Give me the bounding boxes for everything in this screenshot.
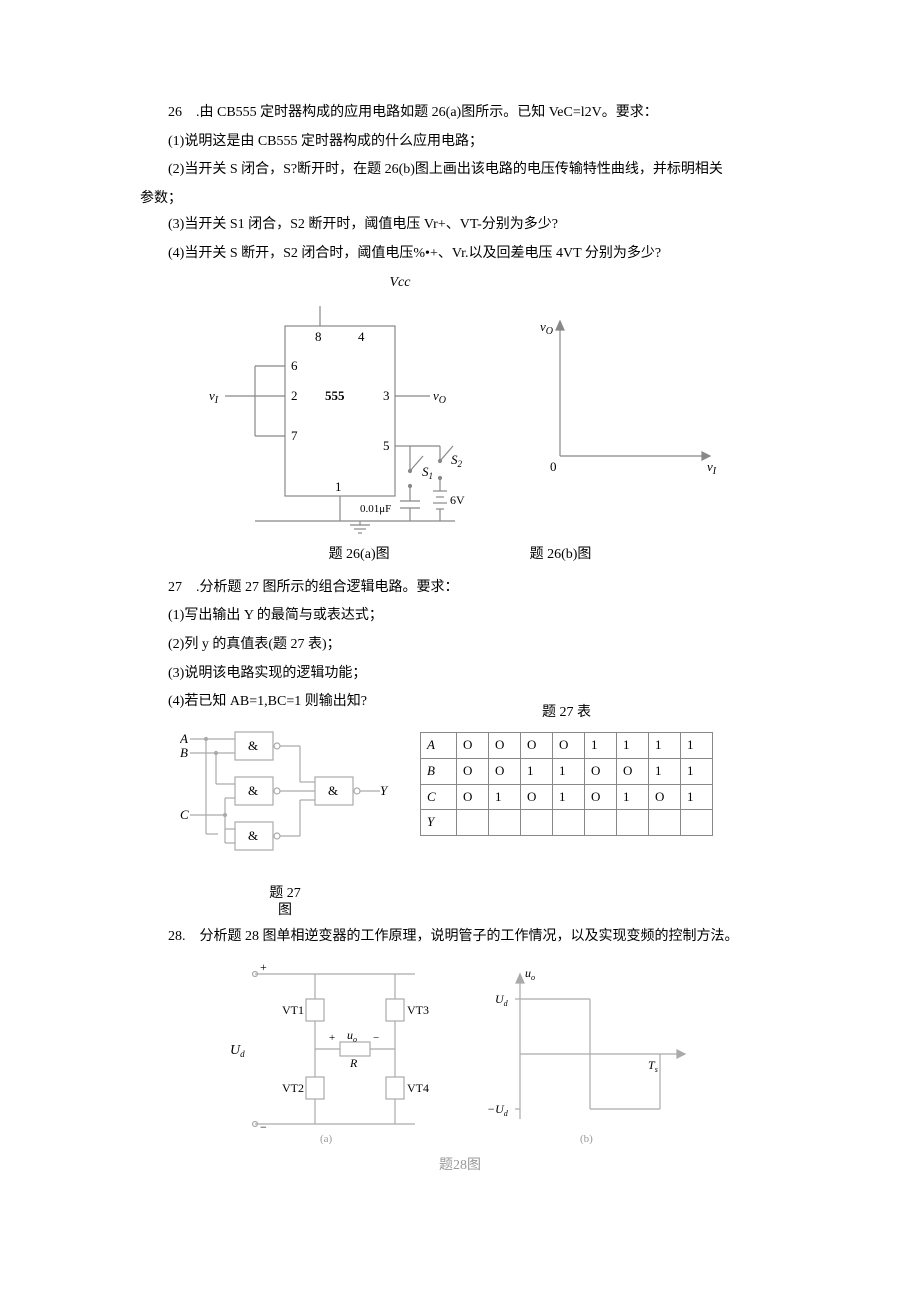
- svg-text:VT1: VT1: [282, 1003, 304, 1017]
- q27-p2: (2)列 y 的真值表(题 27 表)；: [140, 632, 780, 659]
- svg-text:&: &: [248, 783, 258, 798]
- svg-text:7: 7: [291, 428, 298, 443]
- svg-text:uo: uo: [347, 1028, 357, 1044]
- svg-text:555: 555: [325, 388, 345, 403]
- svg-text:A: A: [180, 731, 188, 746]
- svg-text:Ud: Ud: [495, 992, 509, 1008]
- q26b-axes: vO 0 vI: [525, 306, 725, 486]
- svg-text:C: C: [180, 807, 189, 822]
- svg-text:2: 2: [291, 388, 298, 403]
- svg-text:S1: S1: [422, 464, 433, 481]
- svg-text:B: B: [180, 745, 188, 760]
- svg-text:&: &: [248, 828, 258, 843]
- svg-text:6: 6: [291, 358, 298, 373]
- svg-text:VT3: VT3: [407, 1003, 429, 1017]
- svg-text:−: −: [260, 1120, 267, 1134]
- q27-figures: A B C Y & & & & 题 27图 题 27 表 A OO OO 11: [140, 722, 780, 920]
- q28b-waveform: uo Ud −Ud Ts (b): [470, 959, 700, 1149]
- svg-text:1: 1: [335, 479, 342, 494]
- svg-text:4: 4: [358, 329, 365, 344]
- svg-text:3: 3: [383, 388, 390, 403]
- q27-intro: 27 .分析题 27 图所示的组合逻辑电路。要求：: [140, 575, 780, 602]
- q26-captions: 题 26(a)图 题 26(b)图: [140, 542, 780, 569]
- svg-text:vO: vO: [433, 388, 446, 406]
- q26-intro: 26 .由 CB555 定时器构成的应用电路如题 26(a)图所示。已知 VeC…: [140, 100, 780, 127]
- q26-p1: (1)说明这是由 CB555 定时器构成的什么应用电路；: [140, 129, 780, 156]
- q26b-caption: 题 26(b)图: [530, 542, 592, 569]
- svg-text:0.01μF: 0.01μF: [360, 503, 391, 515]
- svg-text:vI: vI: [707, 459, 717, 477]
- q27-gate-diagram: A B C Y & & & & 题 27图: [180, 722, 390, 920]
- svg-text:+: +: [260, 960, 267, 974]
- svg-text:vO: vO: [540, 319, 553, 337]
- q27-p3: (3)说明该电路实现的逻辑功能；: [140, 661, 780, 688]
- q28-figures: + − Ud VT1 VT2 VT3 VT4 + − uo R (a): [140, 959, 780, 1149]
- q26-p2: (2)当开关 S 闭合，S?断开时，在题 26(b)图上画出该电路的电压传输特性…: [140, 157, 780, 184]
- svg-text:8: 8: [315, 329, 322, 344]
- q28a-circuit: + − Ud VT1 VT2 VT3 VT4 + − uo R (a): [220, 959, 440, 1149]
- svg-text:&: &: [248, 738, 258, 753]
- svg-text:5: 5: [383, 438, 390, 453]
- svg-text:uo: uo: [525, 966, 535, 982]
- q26-p2b: 参数；: [140, 186, 780, 213]
- q26-p4: (4)当开关 S 断开，S2 闭合时，阈值电压%•+、Vr.以及回差电压 4VT…: [140, 241, 780, 268]
- svg-text:vI: vI: [209, 388, 219, 406]
- q27-table-title: 题 27 表: [420, 700, 713, 727]
- svg-text:S2: S2: [451, 452, 463, 469]
- svg-text:R: R: [349, 1056, 358, 1070]
- svg-text:VT4: VT4: [407, 1081, 429, 1095]
- q27-truth-table: A OO OO 11 11 B OO 11 OO 11 C O1 O1 O1 O…: [420, 732, 713, 836]
- q28-caption: 题28图: [140, 1153, 780, 1180]
- q27-truth-block: 题 27 表 A OO OO 11 11 B OO 11 OO 11 C O1 …: [420, 700, 713, 836]
- svg-text:Ts: Ts: [648, 1058, 658, 1074]
- svg-text:(a): (a): [320, 1133, 333, 1145]
- q27-gate-cap: 题 27图: [180, 886, 390, 920]
- svg-text:6V: 6V: [450, 493, 465, 507]
- svg-text:(b): (b): [580, 1133, 593, 1145]
- q26a-circuit: 8 4 6 2 7 1 3 5 555 vI vO S1 S2 0.01μF 6…: [195, 306, 465, 536]
- q26-figures: 8 4 6 2 7 1 3 5 555 vI vO S1 S2 0.01μF 6…: [140, 306, 780, 536]
- q28-intro: 28. 分析题 28 图单相逆变器的工作原理，说明管子的工作情况，以及实现变频的…: [140, 924, 780, 951]
- svg-text:VT2: VT2: [282, 1081, 304, 1095]
- vcc-label: Vcc: [20, 270, 780, 297]
- svg-text:0: 0: [550, 459, 557, 474]
- svg-text:Y: Y: [380, 783, 389, 798]
- svg-text:+: +: [329, 1032, 335, 1044]
- svg-text:&: &: [328, 783, 338, 798]
- q26a-caption: 题 26(a)图: [329, 542, 390, 569]
- q27-p1: (1)写出输出 Y 的最简与或表达式；: [140, 603, 780, 630]
- svg-text:Ud: Ud: [230, 1043, 245, 1059]
- svg-text:−Ud: −Ud: [487, 1102, 509, 1118]
- svg-text:−: −: [373, 1032, 379, 1044]
- q26-p3: (3)当开关 S1 闭合，S2 断开时，阈值电压 Vr+、VT-分别为多少?: [140, 212, 780, 239]
